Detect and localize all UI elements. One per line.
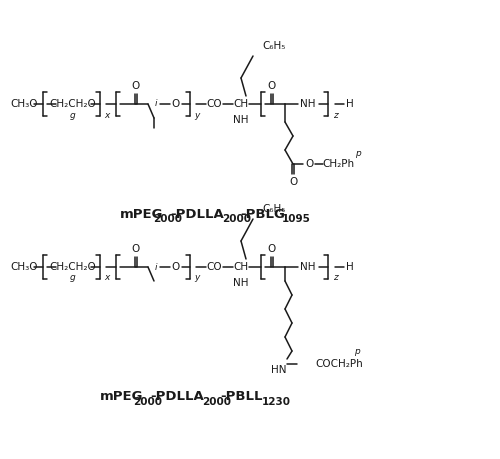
Text: z: z [333,274,338,282]
Text: 2000: 2000 [222,214,251,224]
Text: COCH₂Ph: COCH₂Ph [315,359,363,369]
Text: O: O [289,177,297,187]
Text: 1230: 1230 [262,397,291,407]
Text: O: O [268,81,276,91]
Text: O: O [132,244,140,254]
Text: y: y [194,111,200,119]
Text: CH₃O: CH₃O [10,99,38,109]
Text: -PBLL: -PBLL [220,391,262,403]
Text: O: O [268,244,276,254]
Text: p: p [355,150,361,158]
Text: C₆H₅: C₆H₅ [262,204,285,214]
Text: O: O [132,81,140,91]
Text: CH₂CH₂O: CH₂CH₂O [50,99,96,109]
Text: -PDLLA: -PDLLA [150,391,204,403]
Text: -PBLG: -PBLG [240,207,285,220]
Text: O: O [305,159,313,169]
Text: z: z [333,111,338,119]
Text: H: H [346,262,354,272]
Text: y: y [194,274,200,282]
Text: O: O [172,262,180,272]
Text: O: O [172,99,180,109]
Text: x: x [104,274,110,282]
Text: i: i [155,100,158,108]
Text: 2000: 2000 [202,397,231,407]
Text: x: x [104,111,110,119]
Text: CH: CH [234,99,248,109]
Text: CH₂Ph: CH₂Ph [322,159,354,169]
Text: CO: CO [206,99,222,109]
Text: HN: HN [272,365,287,375]
Text: 2000: 2000 [153,214,182,224]
Text: 1095: 1095 [282,214,311,224]
Text: g: g [70,274,76,282]
Text: NH: NH [300,262,316,272]
Text: NH: NH [233,278,249,288]
Text: mPEG: mPEG [100,391,144,403]
Text: C₆H₅: C₆H₅ [262,41,285,51]
Text: 2000: 2000 [133,397,162,407]
Text: CO: CO [206,262,222,272]
Text: CH₃O: CH₃O [10,262,38,272]
Text: NH: NH [300,99,316,109]
Text: mPEG: mPEG [120,207,164,220]
Text: -PDLLA: -PDLLA [170,207,224,220]
Text: g: g [70,111,76,119]
Text: H: H [346,99,354,109]
Text: p: p [354,347,360,357]
Text: CH₂CH₂O: CH₂CH₂O [50,262,96,272]
Text: NH: NH [233,115,249,125]
Text: i: i [155,263,158,272]
Text: CH: CH [234,262,248,272]
